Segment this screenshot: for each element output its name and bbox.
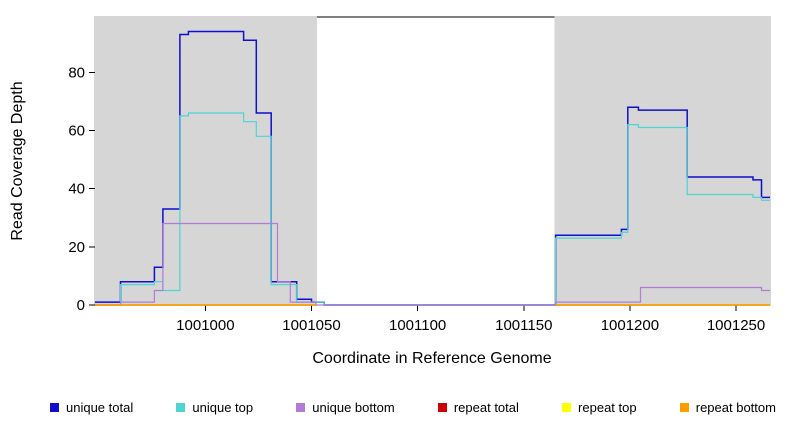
series-line-unique-bottom	[95, 222, 770, 306]
y-axis-title: Read Coverage Depth	[9, 81, 26, 240]
legend-swatch-icon	[176, 403, 186, 412]
legend-item: repeat top	[562, 400, 637, 415]
legend-item: unique bottom	[296, 400, 395, 415]
legend-label: repeat bottom	[695, 400, 776, 415]
legend-item: unique total	[50, 400, 133, 415]
legend-label: unique total	[66, 400, 134, 415]
plot-layer: 1001000 1001050 1001100 1001150 1001200 10012…	[68, 16, 771, 334]
legend-label: unique top	[192, 400, 254, 415]
x-tick-label: 1001100	[389, 317, 446, 334]
x-tick-label: 1001050	[282, 317, 340, 334]
x-tick-label: 1001200	[601, 317, 659, 334]
legend-item: repeat total	[437, 400, 519, 415]
y-tick-label: 40	[68, 181, 85, 198]
series-line-unique-total	[95, 30, 770, 306]
legend-swatch-icon	[50, 403, 59, 412]
legend-item: unique top	[176, 400, 253, 415]
y-tick-label: 80	[68, 64, 85, 81]
legend: unique total unique top unique bottom re…	[0, 380, 792, 415]
shaded-region	[94, 16, 317, 306]
x-tick-label: 1001250	[707, 317, 765, 334]
y-tick-label: 60	[68, 122, 85, 139]
legend-swatch-icon	[562, 403, 572, 412]
shaded-region	[554, 16, 771, 306]
x-axis-title: Coordinate in Reference Genome	[312, 350, 551, 367]
x-tick-label: 1001150	[495, 317, 552, 334]
legend-label: repeat total	[453, 400, 519, 415]
y-tick-label: 20	[68, 239, 85, 256]
x-tick-label: 1001000	[176, 317, 234, 334]
legend-label: unique bottom	[312, 400, 395, 415]
legend-swatch-icon	[296, 403, 306, 412]
chart-canvas: 1001000 1001050 1001100 1001150 1001200 10012…	[9, 16, 771, 367]
legend-swatch-icon	[437, 403, 447, 412]
y-tick-label: 0	[77, 297, 85, 314]
legend-item: repeat bottom	[679, 400, 776, 415]
legend-label: repeat top	[578, 400, 637, 415]
legend-swatch-icon	[679, 403, 689, 412]
